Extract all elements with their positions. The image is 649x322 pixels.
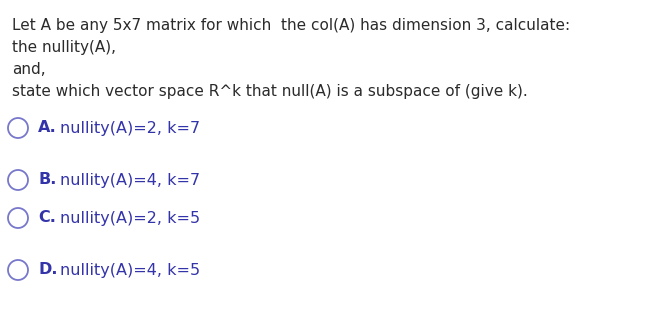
Text: the nullity(A),: the nullity(A), bbox=[12, 40, 116, 55]
Text: nullity(A)=4, k=5: nullity(A)=4, k=5 bbox=[60, 262, 200, 278]
Text: B.: B. bbox=[38, 173, 56, 187]
Text: nullity(A)=2, k=5: nullity(A)=2, k=5 bbox=[60, 211, 200, 225]
Text: state which vector space R^k that null(A) is a subspace of (give k).: state which vector space R^k that null(A… bbox=[12, 84, 528, 99]
Text: C.: C. bbox=[38, 211, 56, 225]
Text: Let A be any 5x7 matrix for which  the col(A) has dimension 3, calculate:: Let A be any 5x7 matrix for which the co… bbox=[12, 18, 570, 33]
Text: A.: A. bbox=[38, 120, 56, 136]
Text: nullity(A)=4, k=7: nullity(A)=4, k=7 bbox=[60, 173, 200, 187]
Text: and,: and, bbox=[12, 62, 45, 77]
Text: nullity(A)=2, k=7: nullity(A)=2, k=7 bbox=[60, 120, 200, 136]
Text: D.: D. bbox=[38, 262, 58, 278]
